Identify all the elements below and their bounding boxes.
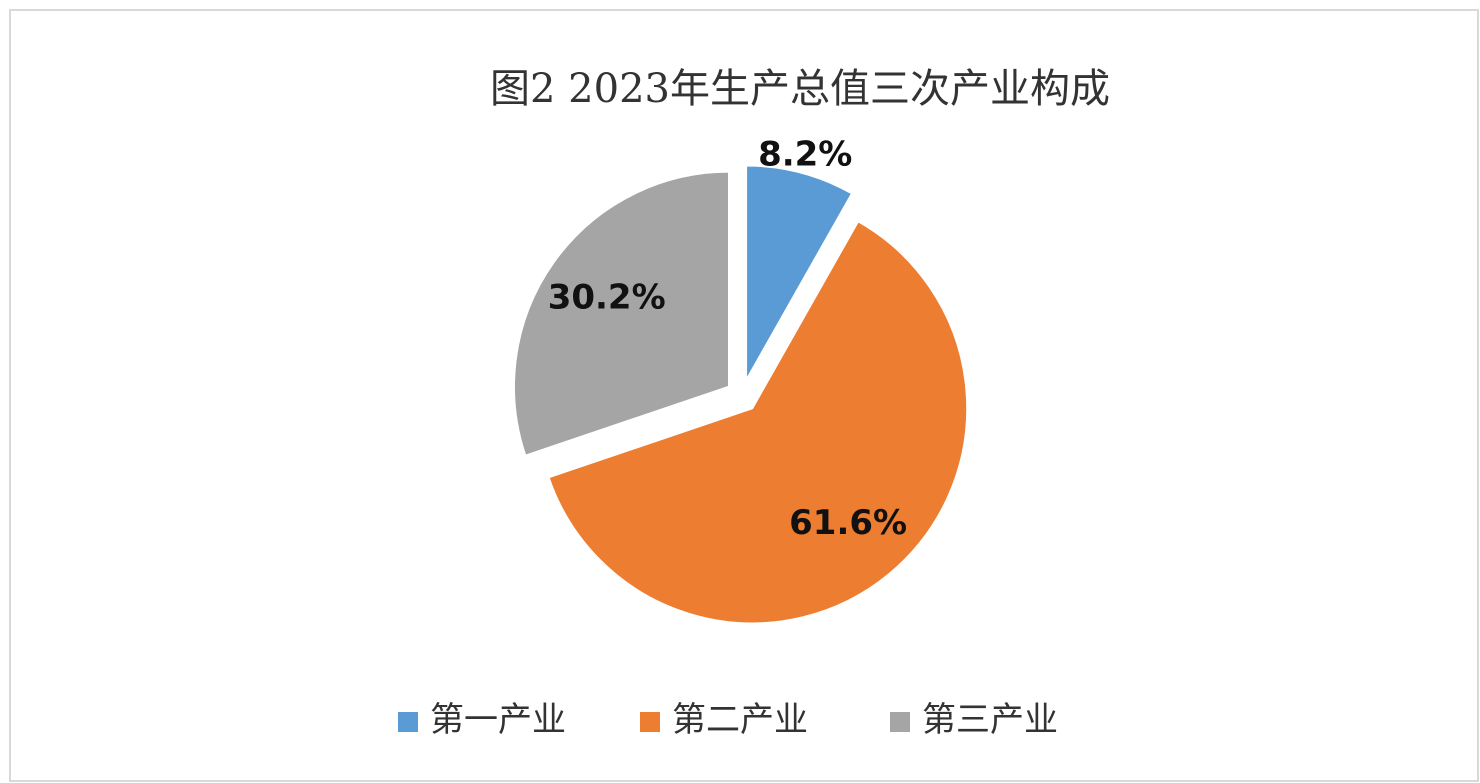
pie-slice <box>513 170 730 457</box>
legend-swatch <box>890 712 910 732</box>
data-label: 8.2% <box>758 134 852 174</box>
data-label: 30.2% <box>548 277 666 317</box>
legend-label: 第一产业 <box>430 700 566 740</box>
legend-swatch <box>398 712 418 732</box>
pie-slice <box>745 164 854 385</box>
legend-swatch <box>640 712 660 732</box>
data-label: 61.6% <box>789 503 907 543</box>
legend-label: 第二产业 <box>672 700 808 740</box>
chart-frame <box>9 9 1479 782</box>
pie-slice <box>547 219 969 625</box>
chart-title: 图2 2023年生产总值三次产业构成 <box>490 66 1110 112</box>
legend-label: 第三产业 <box>922 700 1058 740</box>
